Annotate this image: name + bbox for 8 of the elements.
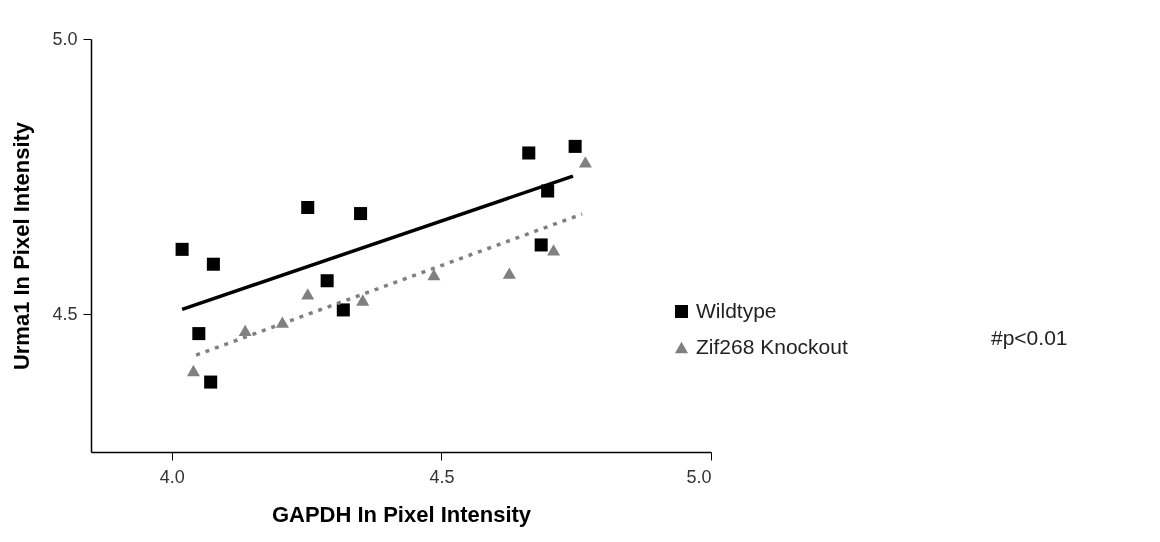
x-axis-title: GAPDH In Pixel Intensity bbox=[271, 501, 532, 527]
legend-label: Zif268 Knockout bbox=[696, 334, 848, 358]
y-axis-title: Urma1 In Pixel Intensity bbox=[9, 121, 35, 371]
x-tick-label: 4.5 bbox=[429, 466, 455, 487]
x-tick-label: 4.0 bbox=[159, 466, 185, 487]
x-tick-label: 5.0 bbox=[686, 466, 712, 487]
text: #p<0.01 bbox=[991, 326, 1068, 349]
legend-label: Wildtype bbox=[696, 298, 777, 322]
